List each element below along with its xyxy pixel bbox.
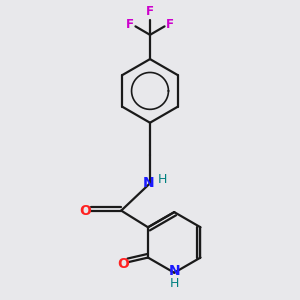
Text: H: H xyxy=(158,173,167,186)
Text: N: N xyxy=(143,176,154,190)
Text: N: N xyxy=(168,264,180,278)
Text: F: F xyxy=(146,5,154,18)
Text: O: O xyxy=(117,256,129,271)
Text: F: F xyxy=(126,18,134,31)
Text: O: O xyxy=(80,204,92,218)
Text: F: F xyxy=(166,18,174,31)
Text: H: H xyxy=(169,277,179,290)
